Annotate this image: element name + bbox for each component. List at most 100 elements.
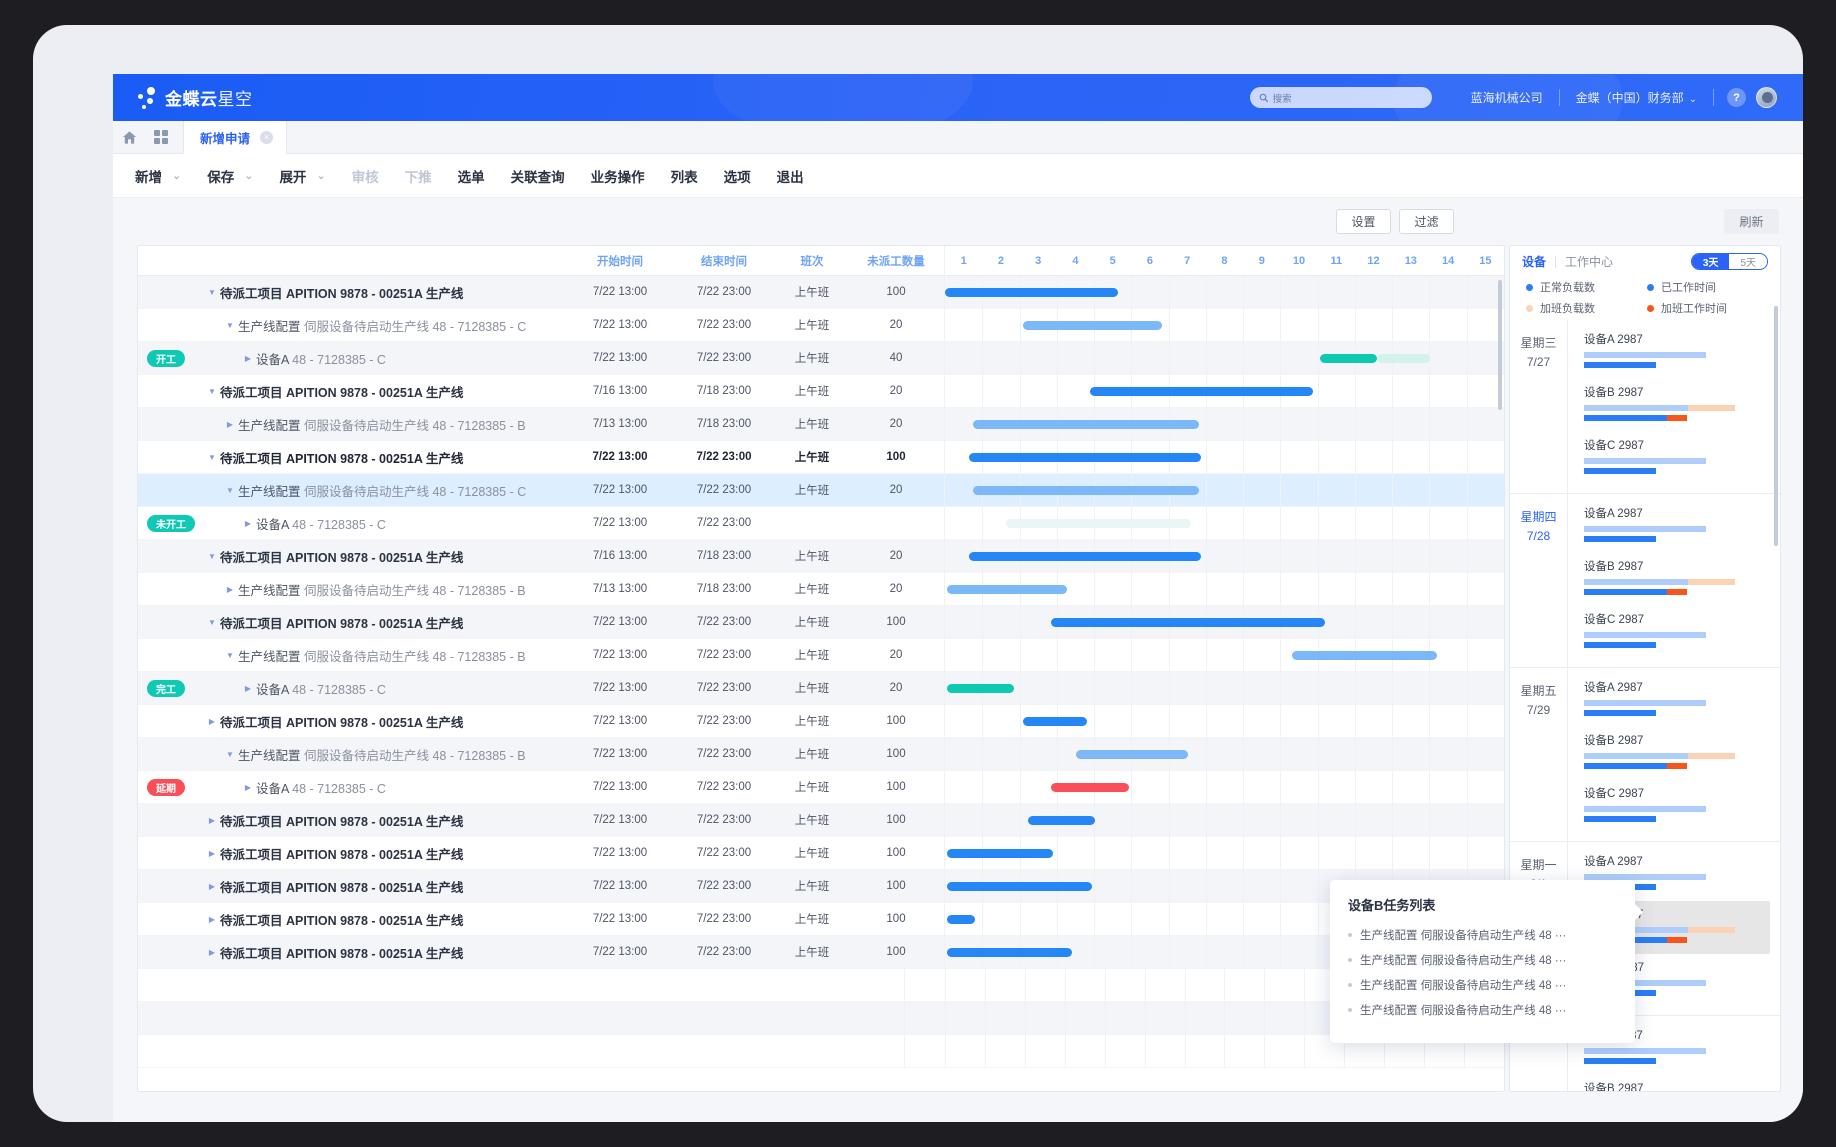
table-row[interactable]: ▼ 生产线配置 伺服设备待启动生产线 48 - 7128385 - C 7/22 1… xyxy=(138,308,1504,342)
gantt-lane[interactable] xyxy=(944,506,1504,540)
tooltip-list-item[interactable]: 生产线配置 伺服设备待启动生产线 48 ··· xyxy=(1348,977,1617,993)
chevron-right-icon[interactable]: ▶ xyxy=(226,584,234,594)
range-5days[interactable]: 5天 xyxy=(1729,254,1767,269)
chevron-down-icon[interactable]: ▼ xyxy=(226,749,234,759)
device-item[interactable]: 设备A 2987 xyxy=(1578,674,1770,727)
column-header-end[interactable]: 结束时间 xyxy=(701,255,747,268)
gantt-bar[interactable] xyxy=(945,287,1118,297)
table-row[interactable]: ▼ 待派工项目 APITION 9878 - 00251A 生产线 7/22 13:… xyxy=(138,440,1504,474)
device-item[interactable]: 设备B 2987 xyxy=(1578,727,1770,780)
gantt-bar[interactable] xyxy=(1075,749,1188,759)
gantt-bar[interactable] xyxy=(1051,617,1326,627)
device-item[interactable]: 设备B 2987 xyxy=(1578,379,1770,432)
device-item[interactable]: 设备A 2987 xyxy=(1578,326,1770,379)
gantt-lane[interactable] xyxy=(944,374,1504,408)
range-3days[interactable]: 3天 xyxy=(1691,254,1730,269)
menu-item-0[interactable]: 新增 xyxy=(135,169,162,185)
chevron-right-icon[interactable]: ▶ xyxy=(208,716,216,726)
gantt-lane[interactable] xyxy=(944,605,1504,639)
table-row[interactable]: ▼ 待派工项目 APITION 9878 - 00251A 生产线 7/22 13:… xyxy=(138,605,1504,639)
table-row[interactable]: ▶ 待派工项目 APITION 9878 - 00251A 生产线 7/22 13:… xyxy=(138,935,1504,969)
chevron-down-icon[interactable]: ▼ xyxy=(208,551,216,561)
gantt-bar[interactable] xyxy=(1377,353,1431,363)
chevron-down-icon[interactable]: ▼ xyxy=(226,650,234,660)
table-row[interactable]: 延期 ▶ 设备A 48 - 7128385 - C 7/22 13:00 7/22 23… xyxy=(138,770,1504,804)
chevron-down-icon[interactable]: ▼ xyxy=(226,320,234,330)
apps-grid-icon[interactable] xyxy=(145,130,177,144)
settings-button[interactable]: 设置 xyxy=(1336,209,1391,234)
chevron-down-icon[interactable]: ▼ xyxy=(208,386,216,396)
chevron-right-icon[interactable]: ▶ xyxy=(208,848,216,858)
gantt-bar[interactable] xyxy=(1027,815,1095,825)
chevron-down-icon[interactable]: ⌄ xyxy=(172,170,182,182)
menu-item-2[interactable]: 展开 xyxy=(279,169,307,185)
gantt-bar[interactable] xyxy=(946,848,1053,858)
gantt-bar[interactable] xyxy=(1022,716,1087,726)
menu-item-6[interactable]: 关联查询 xyxy=(510,169,565,185)
device-item[interactable]: 设备B 2987 xyxy=(1578,1075,1770,1091)
range-toggle[interactable]: 3天 5天 xyxy=(1690,253,1768,270)
gantt-bar[interactable] xyxy=(1022,320,1163,330)
gantt-bar[interactable] xyxy=(1089,386,1314,396)
gantt-lane[interactable] xyxy=(944,836,1504,870)
gantt-lane[interactable] xyxy=(944,276,1504,309)
gantt-lane[interactable] xyxy=(944,440,1504,474)
gantt-lane[interactable] xyxy=(944,737,1504,771)
search-input[interactable]: 搜索 xyxy=(1249,87,1432,108)
gantt-lane[interactable] xyxy=(944,308,1504,342)
tab-device[interactable]: 设备 xyxy=(1522,255,1547,269)
department-selector[interactable]: 金蝶（中国）财务部 ⌄ xyxy=(1576,89,1697,106)
table-row[interactable]: ▶ 待派工项目 APITION 9878 - 00251A 生产线 7/22 13:… xyxy=(138,902,1504,936)
tab-new-request[interactable]: 新增申请 × xyxy=(183,120,288,154)
gantt-scrollbar[interactable] xyxy=(1498,280,1502,410)
device-item[interactable]: 设备B 2987 xyxy=(1578,553,1770,606)
gantt-lane[interactable] xyxy=(944,803,1504,837)
tab-workcenter[interactable]: 工作中心 xyxy=(1565,255,1614,269)
gantt-lane[interactable] xyxy=(944,539,1504,573)
tooltip-list-item[interactable]: 生产线配置 伺服设备待启动生产线 48 ··· xyxy=(1348,1002,1617,1018)
chevron-down-icon[interactable]: ▼ xyxy=(208,617,216,627)
table-row[interactable]: ▶ 待派工项目 APITION 9878 - 00251A 生产线 7/22 13:… xyxy=(138,869,1504,903)
menu-item-7[interactable]: 业务操作 xyxy=(590,169,645,185)
table-row[interactable]: 开工 ▶ 设备A 48 - 7128385 - C 7/22 13:00 7/22 23… xyxy=(138,341,1504,375)
gantt-lane[interactable] xyxy=(944,704,1504,738)
chevron-right-icon[interactable]: ▶ xyxy=(208,815,216,825)
chevron-right-icon[interactable]: ▶ xyxy=(208,947,216,957)
table-row[interactable]: 完工 ▶ 设备A 48 - 7128385 - C 7/22 13:00 7/22 23… xyxy=(138,671,1504,705)
menu-item-10[interactable]: 退出 xyxy=(776,169,804,185)
gantt-bar[interactable] xyxy=(946,947,1073,957)
table-row[interactable]: ▶ 生产线配置 伺服设备待启动生产线 48 - 7128385 - B 7/13 1… xyxy=(138,407,1504,441)
gantt-bar[interactable] xyxy=(972,485,1200,495)
device-item[interactable]: 设备C 2987 xyxy=(1578,606,1770,659)
refresh-button[interactable]: 刷新 xyxy=(1724,209,1779,234)
home-icon[interactable] xyxy=(113,130,145,145)
gantt-bar[interactable] xyxy=(946,683,1014,693)
menu-item-9[interactable]: 选项 xyxy=(723,169,751,185)
close-icon[interactable]: × xyxy=(260,130,274,144)
table-row[interactable]: 未开工 ▶ 设备A 48 - 7128385 - C 7/22 13:00 7/22 2… xyxy=(138,506,1504,540)
menu-item-1[interactable]: 保存 xyxy=(207,169,235,185)
device-item[interactable]: 设备C 2987 xyxy=(1578,432,1770,485)
column-header-qty[interactable]: 未派工数量 xyxy=(867,255,925,268)
table-row[interactable]: ▼ 生产线配置 伺服设备待启动生产线 48 - 7128385 - B 7/22 1… xyxy=(138,638,1504,672)
gantt-bar[interactable] xyxy=(969,452,1202,462)
table-row[interactable]: ▶ 待派工项目 APITION 9878 - 00251A 生产线 7/22 13:… xyxy=(138,803,1504,837)
avatar[interactable] xyxy=(1756,87,1777,108)
table-row[interactable]: ▶ 生产线配置 伺服设备待启动生产线 48 - 7128385 - B 7/13 1… xyxy=(138,572,1504,606)
chevron-down-icon[interactable]: ▼ xyxy=(208,287,216,297)
device-item[interactable]: 设备C 2987 xyxy=(1578,780,1770,833)
gantt-bar[interactable] xyxy=(1291,650,1437,660)
chevron-right-icon[interactable]: ▶ xyxy=(208,914,216,924)
gantt-bar[interactable] xyxy=(972,419,1200,429)
chevron-right-icon[interactable]: ▶ xyxy=(208,881,216,891)
gantt-bar[interactable] xyxy=(969,551,1202,561)
chevron-down-icon[interactable]: ▼ xyxy=(208,452,216,462)
table-row[interactable]: ▼ 生产线配置 伺服设备待启动生产线 48 - 7128385 - B 7/22 1… xyxy=(138,737,1504,771)
chevron-down-icon[interactable]: ⌄ xyxy=(316,170,326,182)
chevron-right-icon[interactable]: ▶ xyxy=(244,683,252,693)
gantt-bar[interactable] xyxy=(946,584,1067,594)
table-row[interactable]: ▼ 待派工项目 APITION 9878 - 00251A 生产线 7/22 13:… xyxy=(138,276,1504,309)
chevron-right-icon[interactable]: ▶ xyxy=(244,353,252,363)
gantt-bar[interactable] xyxy=(946,881,1092,891)
resource-scrollbar[interactable] xyxy=(1774,306,1778,546)
